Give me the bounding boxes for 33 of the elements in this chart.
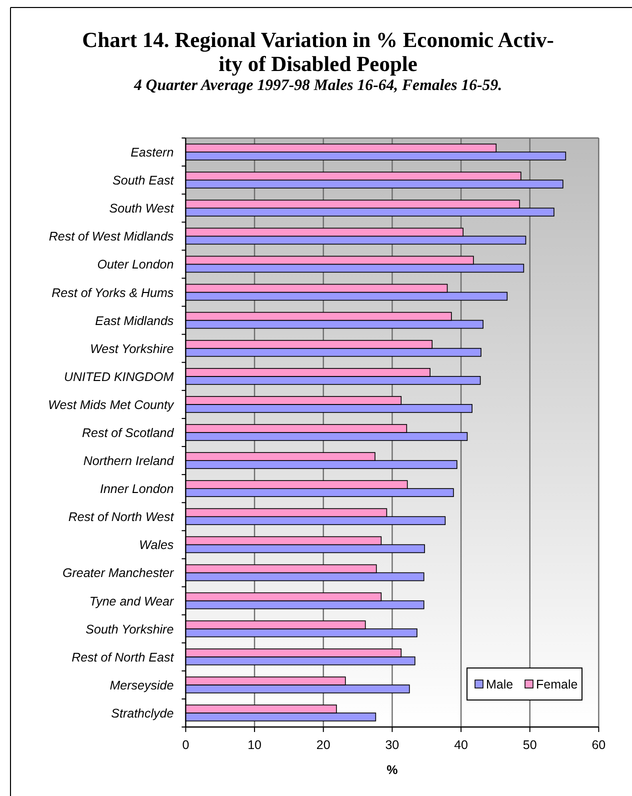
y-tick-label: Rest of Yorks & Hums [52, 286, 174, 300]
legend-label: Female [536, 678, 578, 692]
y-tick-label: Greater Manchester [62, 566, 175, 580]
y-tick-label: Rest of North West [68, 510, 174, 524]
x-tick-label: 0 [182, 738, 190, 752]
y-tick-label: South West [109, 202, 174, 216]
y-tick-label: Tyne and Wear [89, 594, 175, 608]
y-tick-label: West Yorkshire [90, 342, 174, 356]
x-tick-label: 30 [385, 738, 400, 752]
y-tick-label: Rest of Scotland [82, 426, 175, 440]
x-tick-label: 40 [454, 738, 468, 752]
x-tick-label: 20 [316, 738, 330, 752]
y-tick-label: Northern Ireland [83, 454, 175, 468]
legend-label: Male [486, 678, 514, 692]
x-tick-label: 50 [522, 738, 537, 752]
y-tick-label: Rest of West Midlands [48, 230, 174, 244]
y-tick-label: South Yorkshire [86, 622, 174, 636]
y-tick-label: Rest of North East [72, 650, 174, 664]
y-tick-label: Inner London [100, 482, 174, 496]
y-tick-label: West Mids Met County [48, 398, 174, 412]
y-tick-label: Wales [139, 538, 174, 552]
y-tick-label: Strathclyde [111, 706, 174, 720]
x-axis-title: % [386, 763, 398, 777]
chart-title: Chart 14. Regional Variation in % Economic Activ- ity of Disabled People [82, 28, 554, 76]
y-tick-label: Merseyside [110, 678, 174, 692]
y-tick-label: East Midlands [95, 314, 174, 328]
y-tick-label: UNITED KINGDOM [64, 370, 174, 384]
y-tick-label: Outer London [97, 258, 174, 272]
x-tick-label: 60 [592, 738, 606, 752]
y-tick-label: South East [112, 174, 174, 188]
chart-subtitle: 4 Quarter Average 1997-98 Males 16-64, Females 16-59. [132, 77, 502, 94]
x-tick-label: 10 [248, 738, 262, 752]
y-tick-label: Eastern [130, 146, 174, 160]
